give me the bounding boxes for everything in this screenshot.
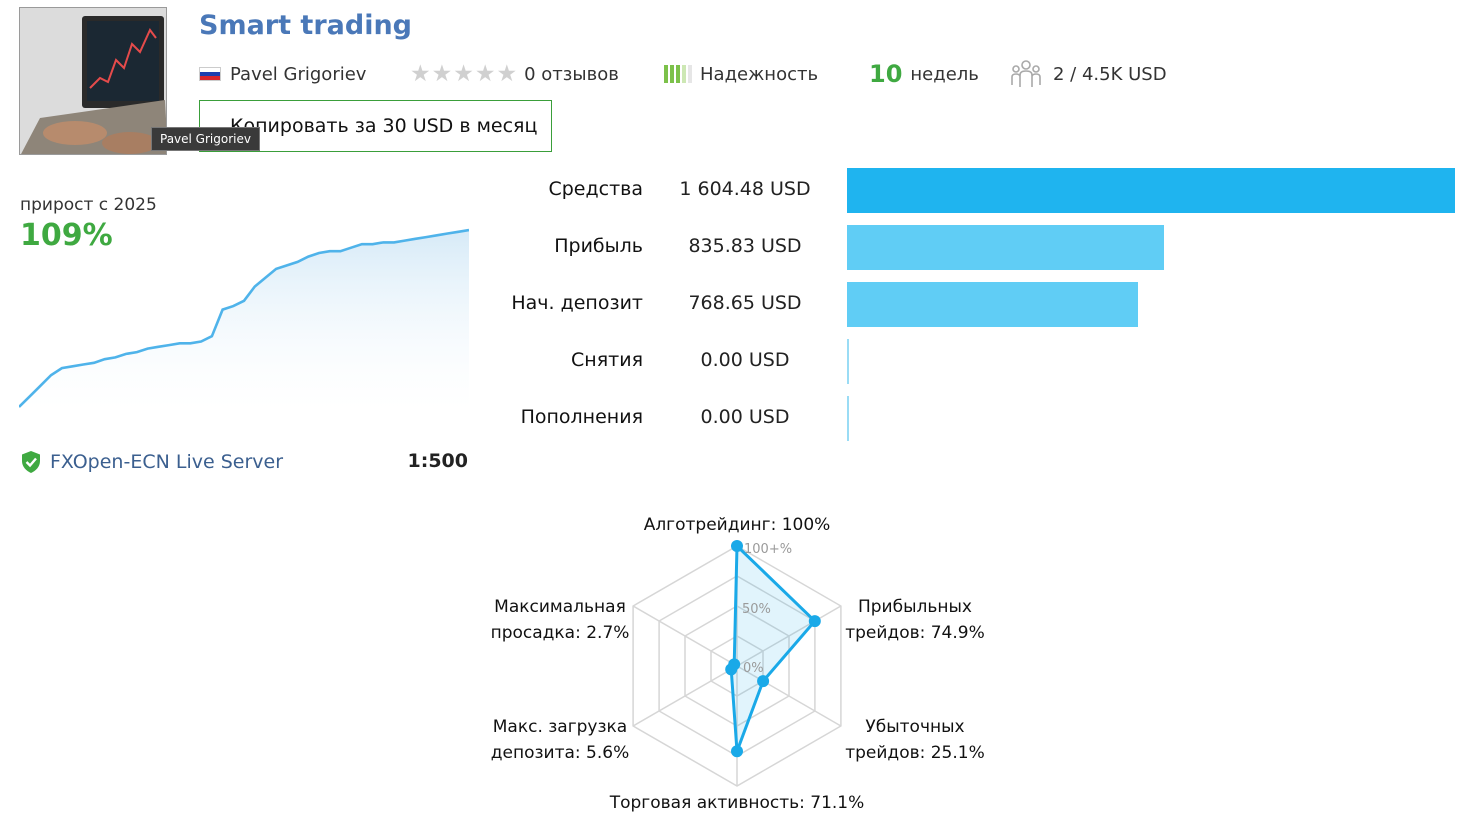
finance-bar-initial-deposit <box>847 282 1138 327</box>
finance-value-withdrawals: 0.00 USD <box>700 349 790 371</box>
radar-points <box>725 540 821 758</box>
laptop-photo-icon <box>20 8 166 154</box>
radar-tick-50: 50% <box>742 602 771 617</box>
radar-point-0 <box>731 540 743 552</box>
russia-flag-icon <box>199 67 221 81</box>
radar-grid-ring <box>710 635 764 697</box>
reliability: Надежность <box>664 60 818 88</box>
radar-axis-line <box>632 605 738 667</box>
radar-point-3 <box>731 745 743 758</box>
radar-point-2 <box>757 675 770 688</box>
author-row: Pavel Grigoriev <box>199 60 366 88</box>
radar-label-activity-text: Торговая активность: 71.1% <box>609 793 865 813</box>
finance-bar-withdrawals <box>847 339 849 384</box>
radar-label-drawdown-line1: Максимальная <box>494 597 626 617</box>
finance-label-equity: Средства <box>548 178 643 200</box>
finance-value-equity: 1 604.48 USD <box>679 178 811 200</box>
radar-label-deposit-load: Макс. загрузка депозита: 5.6% <box>475 714 645 766</box>
growth-label: прирост с 2025 <box>20 195 157 215</box>
radar-axis-line <box>736 665 842 727</box>
finance-label-profit: Прибыль <box>554 235 643 257</box>
weeks-number: 10 <box>869 60 903 88</box>
radar-label-profit-trades-line1: Прибыльных <box>857 597 972 617</box>
author-name[interactable]: Pavel Grigoriev <box>230 63 367 85</box>
radar-axis-line <box>736 605 842 667</box>
radar-area <box>729 542 817 752</box>
radar-label-drawdown-line2: просадка: 2.7% <box>490 623 630 643</box>
finance-bar-equity <box>847 168 1455 213</box>
reliability-bars-icon <box>664 65 692 83</box>
reliability-label: Надежность <box>700 63 819 85</box>
finance-value-deposits: 0.00 USD <box>700 406 790 428</box>
radar-label-profit-trades-line2: трейдов: 74.9% <box>845 623 985 643</box>
author-avatar[interactable] <box>19 7 167 155</box>
radar-label-drawdown: Максимальная просадка: 2.7% <box>475 594 645 646</box>
subscribers-icon <box>1011 60 1041 87</box>
verified-shield-icon <box>22 451 40 473</box>
radar-tick-0: 0% <box>743 661 764 676</box>
finance-label-withdrawals: Снятия <box>571 349 643 371</box>
reviews-count: 0 отзывов <box>524 63 619 85</box>
reviews[interactable]: ★★★★★ 0 отзывов <box>410 60 619 88</box>
radar-label-deposit-load-line2: депозита: 5.6% <box>490 743 630 763</box>
radar-grid-ring <box>658 575 816 757</box>
radar-label-loss-trades-line1: Убыточных <box>865 717 965 737</box>
radar-label-loss-trades: Убыточных трейдов: 25.1% <box>835 714 995 766</box>
avatar-tooltip: Pavel Grigoriev <box>151 127 260 151</box>
rating-stars-icon: ★★★★★ <box>410 61 518 87</box>
finance-label-deposits: Пополнения <box>520 406 643 428</box>
radar-tick-100: 100+% <box>744 542 792 557</box>
radar-label-algotrading: Алготрейдинг: 100% <box>607 512 867 538</box>
growth-value: 109% <box>20 218 113 253</box>
radar-axis-line <box>632 665 738 727</box>
system-title[interactable]: Smart trading <box>199 10 412 41</box>
radar-point-4 <box>725 663 738 676</box>
finance-bar-deposits <box>847 396 849 441</box>
radar-point-1 <box>808 615 821 628</box>
server-link[interactable]: FXOpen-ECN Live Server <box>20 450 283 474</box>
radar-point-5 <box>728 658 741 671</box>
subscribers: 2 / 4.5K USD <box>1010 60 1167 88</box>
growth-sparkline[interactable] <box>19 226 469 411</box>
weeks-label: недель <box>910 63 979 85</box>
radar-grid-ring <box>632 545 842 787</box>
leverage-value: 1:500 <box>407 450 468 472</box>
server-name: FXOpen-ECN Live Server <box>50 451 284 473</box>
weeks: 10 недель <box>869 60 979 88</box>
subscribers-text: 2 / 4.5K USD <box>1053 63 1167 85</box>
radar-grid <box>632 545 842 787</box>
radar-label-loss-trades-line2: трейдов: 25.1% <box>845 743 985 763</box>
radar-label-activity: Торговая активность: 71.1% <box>587 790 887 816</box>
radar-grid-ring <box>684 605 790 727</box>
growth-line <box>19 228 469 408</box>
finance-value-profit: 835.83 USD <box>688 235 802 257</box>
growth-area <box>19 230 469 411</box>
finance-value-initial-deposit: 768.65 USD <box>688 292 802 314</box>
radar-label-algotrading-text: Алготрейдинг: 100% <box>643 515 831 535</box>
radar-label-profit-trades: Прибыльных трейдов: 74.9% <box>835 594 995 646</box>
radar-label-deposit-load-line1: Макс. загрузка <box>492 717 628 737</box>
finance-label-initial-deposit: Нач. депозит <box>511 292 643 314</box>
finance-bar-profit <box>847 225 1164 270</box>
